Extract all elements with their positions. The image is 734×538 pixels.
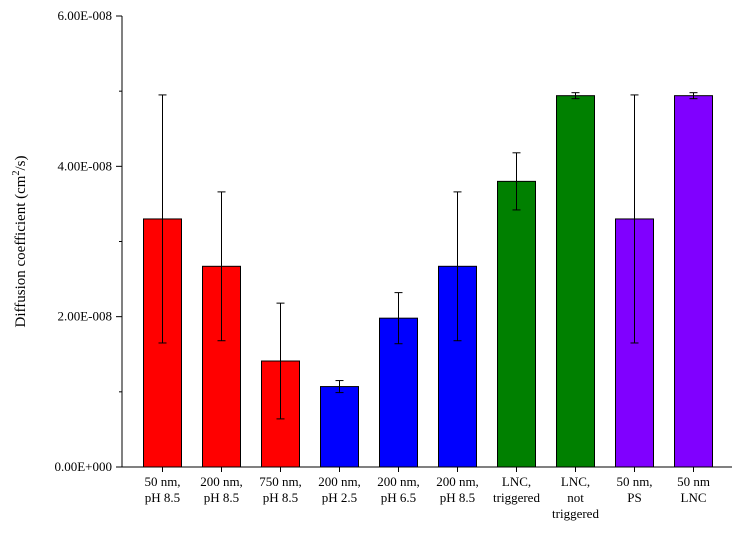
y-tick-label: 2.00E-008: [57, 309, 112, 324]
x-tick-label-line: pH 8.5: [145, 490, 180, 505]
error-bars: [158, 92, 698, 420]
x-tick-label-line: triggered: [493, 490, 540, 505]
x-tick-label: 750 nm, pH 8.5: [259, 474, 302, 505]
y-tick-label: 6.00E-008: [57, 8, 112, 23]
labels: 0.00E+000 2.00E-008 4.00E-008 6.00E-008 50 n…: [11, 8, 710, 521]
x-tick-label-line: 200 nm,: [200, 474, 243, 489]
x-tick-label-line: 50 nm,: [144, 474, 180, 489]
bars: [143, 95, 713, 468]
x-tick-label: 200 nm, pH 2.5: [318, 474, 361, 505]
x-tick-label-line: 200 nm,: [377, 474, 420, 489]
x-tick-label-line: pH 8.5: [263, 490, 298, 505]
x-tick-label-line: pH 8.5: [204, 490, 239, 505]
x-tick-label-line: not: [567, 490, 584, 505]
x-tick-label-line: 200 nm,: [318, 474, 361, 489]
x-tick-label: LNC, not triggered: [552, 474, 599, 521]
x-tick-label-line: triggered: [552, 506, 599, 521]
x-tick-label-line: 50 nm: [677, 474, 710, 489]
x-tick-label-line: pH 8.5: [440, 490, 475, 505]
y-axis-title: Diffusion coefficient (cm2/s): [11, 156, 29, 328]
x-tick-label: 50 nm LNC: [677, 474, 710, 505]
bar: [320, 386, 359, 468]
x-tick-label: 50 nm, PS: [616, 474, 652, 505]
y-axis-title-tail: /s): [13, 156, 29, 171]
x-tick-label: 200 nm, pH 8.5: [436, 474, 479, 505]
bar: [556, 95, 595, 468]
x-tick-label-line: LNC,: [502, 474, 531, 489]
x-tick-label-line: 50 nm,: [616, 474, 652, 489]
x-tick-label-line: LNC: [681, 490, 707, 505]
y-tick-label: 4.00E-008: [57, 158, 112, 173]
y-axis-title-main: Diffusion coefficient (cm: [13, 175, 29, 327]
x-tick-label-line: 200 nm,: [436, 474, 479, 489]
bar: [497, 180, 536, 468]
y-axis-title-superscript: 2: [11, 171, 22, 176]
x-tick-label-line: LNC,: [561, 474, 590, 489]
x-tick-label: 50 nm, pH 8.5: [144, 474, 180, 505]
x-tick-label: 200 nm, pH 6.5: [377, 474, 420, 505]
x-tick-label-line: PS: [627, 490, 641, 505]
x-tick-label-line: pH 2.5: [322, 490, 357, 505]
y-tick-label: 0.00E+000: [54, 459, 112, 474]
x-tick-label: 200 nm, pH 8.5: [200, 474, 243, 505]
x-tick-label-line: pH 6.5: [381, 490, 416, 505]
x-tick-label-line: 750 nm,: [259, 474, 302, 489]
bar: [674, 95, 713, 468]
x-tick-label: LNC, triggered: [493, 474, 540, 505]
